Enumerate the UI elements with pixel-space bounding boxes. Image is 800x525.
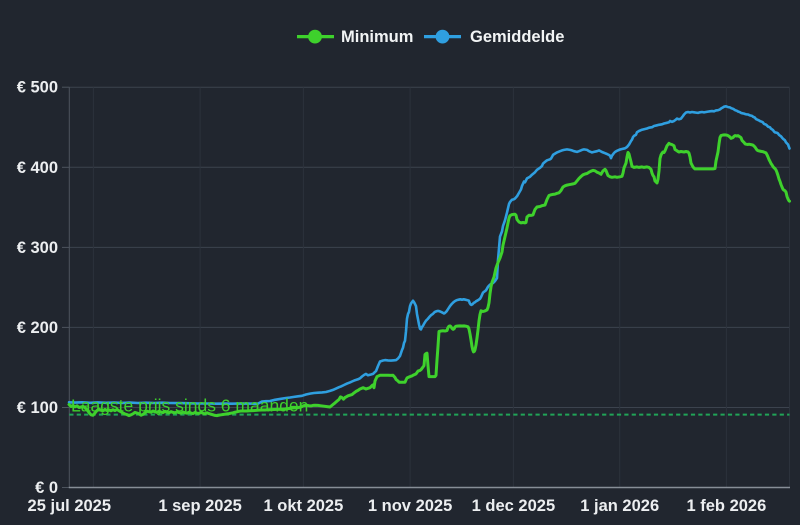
svg-text:1 feb 2026: 1 feb 2026 <box>686 497 766 515</box>
svg-text:25 jul 2025: 25 jul 2025 <box>28 497 111 515</box>
svg-text:1 sep 2025: 1 sep 2025 <box>158 497 241 515</box>
svg-text:Minimum: Minimum <box>341 28 413 46</box>
svg-text:€ 400: € 400 <box>17 159 58 177</box>
svg-text:€ 200: € 200 <box>17 319 58 337</box>
svg-text:Laagste prijs sinds 6 maanden: Laagste prijs sinds 6 maanden <box>71 395 308 415</box>
svg-text:1 nov 2025: 1 nov 2025 <box>368 497 452 515</box>
svg-text:€ 500: € 500 <box>17 79 58 97</box>
svg-text:€ 300: € 300 <box>17 239 58 257</box>
svg-text:1 okt 2025: 1 okt 2025 <box>263 497 343 515</box>
svg-text:€ 0: € 0 <box>35 479 58 497</box>
svg-text:1 dec 2025: 1 dec 2025 <box>472 497 555 515</box>
svg-text:€ 100: € 100 <box>17 399 58 417</box>
svg-text:Gemiddelde: Gemiddelde <box>470 28 564 46</box>
svg-text:1 jan 2026: 1 jan 2026 <box>580 497 659 515</box>
